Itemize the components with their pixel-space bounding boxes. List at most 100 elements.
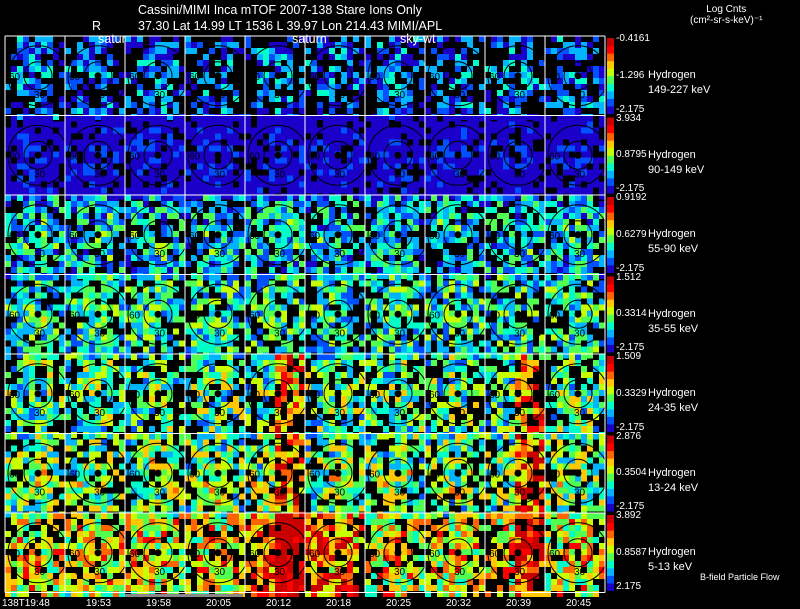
heatmap-cell (221, 334, 227, 341)
heatmap-cell (305, 420, 311, 426)
heatmap-cell (557, 157, 563, 164)
heatmap-cell (437, 316, 443, 323)
heatmap-cell (53, 274, 59, 281)
heatmap-cell (257, 133, 263, 140)
heatmap-cell (587, 352, 593, 359)
heatmap-cell (203, 157, 209, 164)
heatmap-cell (293, 378, 299, 384)
planet-marker (214, 151, 222, 159)
heatmap-cell (47, 108, 53, 114)
heatmap-cell (473, 316, 479, 323)
heatmap-cell (209, 366, 215, 372)
heatmap-cell (431, 304, 437, 311)
heatmap-cell (533, 298, 539, 305)
heatmap-cell (587, 133, 593, 140)
heatmap-cell (53, 255, 59, 261)
heatmap-cell (461, 231, 467, 237)
heatmap-cell (413, 66, 419, 72)
heatmap-cell (545, 84, 551, 90)
heatmap-cell (71, 298, 77, 305)
ring-label: 60 (549, 310, 561, 321)
heatmap-cell (413, 151, 419, 158)
heatmap-cell (557, 328, 563, 335)
heatmap-cell (575, 201, 581, 207)
ring-label: 30 (94, 328, 106, 339)
heatmap-cell (251, 175, 257, 182)
heatmap-cell (47, 42, 53, 48)
heatmap-cell (593, 286, 599, 293)
heatmap-cell (371, 187, 377, 194)
heatmap-cell (203, 346, 209, 353)
heatmap-cell (455, 78, 461, 84)
heatmap-cell (335, 169, 341, 176)
planet-marker (514, 231, 522, 239)
heatmap-cell (587, 121, 593, 128)
heatmap-cell (407, 219, 413, 225)
heatmap-cell (143, 231, 149, 237)
heatmap-cell (23, 360, 29, 366)
heatmap-cell (527, 151, 533, 158)
heatmap-cell (449, 396, 455, 402)
heatmap-cell (455, 96, 461, 102)
heatmap-cell (203, 213, 209, 219)
heatmap-cell (563, 207, 569, 213)
heatmap-cell (593, 163, 599, 170)
heatmap-cell (359, 84, 365, 90)
heatmap-cell (245, 219, 251, 225)
heatmap-cell (521, 274, 527, 281)
heatmap-cell (503, 219, 509, 225)
heatmap-cell (533, 78, 539, 84)
heatmap-cell (347, 354, 353, 360)
heatmap-cell (209, 354, 215, 360)
heatmap-cell (161, 354, 167, 360)
heatmap-cell (287, 157, 293, 164)
heatmap-cell (347, 316, 353, 323)
heatmap-cell (365, 304, 371, 311)
heatmap-cell (17, 133, 23, 140)
heatmap-cell (287, 255, 293, 261)
heatmap-cell (401, 121, 407, 128)
heatmap-cell (455, 115, 461, 122)
heatmap-cell (401, 334, 407, 341)
heatmap-cell (125, 145, 131, 152)
heatmap-cell (269, 231, 275, 237)
heatmap-cell (233, 298, 239, 305)
heatmap-cell (173, 310, 179, 317)
heatmap-cell (149, 108, 155, 114)
heatmap-cell (251, 354, 257, 360)
heatmap-cell (599, 96, 605, 102)
heatmap-cell (83, 249, 89, 255)
heatmap-cell (581, 274, 587, 281)
heatmap-cell (455, 346, 461, 353)
heatmap-cell (23, 207, 29, 213)
heatmap-cell (341, 255, 347, 261)
heatmap-cell (143, 372, 149, 378)
heatmap-cell (233, 207, 239, 213)
heatmap-cell (35, 54, 41, 60)
heatmap-cell (167, 334, 173, 341)
heatmap-cell (23, 187, 29, 194)
heatmap-cell (17, 78, 23, 84)
heatmap-cell (41, 108, 47, 114)
heatmap-cell (173, 213, 179, 219)
heatmap-cell (95, 133, 101, 140)
heatmap-cell (131, 151, 137, 158)
heatmap-cell (287, 121, 293, 128)
heatmap-cell (581, 151, 587, 158)
heatmap-cell (569, 213, 575, 219)
heatmap-cell (17, 334, 23, 341)
heatmap-cell (533, 316, 539, 323)
heatmap-cell (35, 298, 41, 305)
heatmap-cell (587, 169, 593, 176)
heatmap-cell (167, 54, 173, 60)
heatmap-cell (65, 292, 71, 299)
heatmap-cell (299, 396, 305, 402)
colorbar-swatch (607, 60, 614, 69)
heatmap-cell (275, 408, 281, 414)
heatmap-cell (317, 237, 323, 243)
heatmap-cell (17, 340, 23, 347)
heatmap-cell (431, 298, 437, 305)
heatmap-cell (11, 261, 17, 267)
heatmap-cell (461, 127, 467, 134)
heatmap-cell (581, 78, 587, 84)
